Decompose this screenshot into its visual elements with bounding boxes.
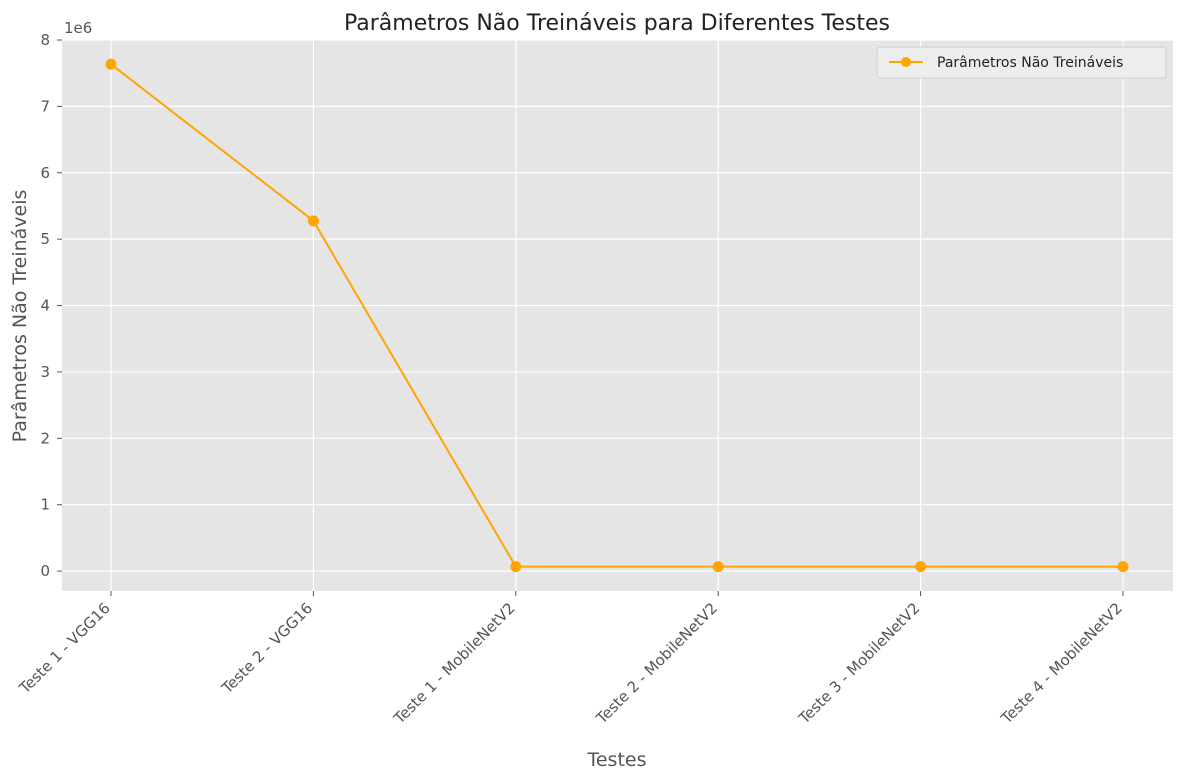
x-tick-label: Teste 4 - MobileNetV2 bbox=[997, 599, 1126, 728]
y-tick-label: 7 bbox=[40, 97, 50, 115]
x-tick-label: Teste 1 - VGG16 bbox=[15, 599, 114, 698]
data-point bbox=[307, 215, 319, 227]
legend-label: Parâmetros Não Treináveis bbox=[937, 55, 1123, 71]
data-point bbox=[915, 561, 927, 573]
data-point bbox=[510, 561, 522, 573]
data-point bbox=[712, 561, 724, 573]
legend-marker-swatch bbox=[901, 57, 911, 67]
x-tick-label: Teste 1 - MobileNetV2 bbox=[390, 599, 519, 728]
legend: Parâmetros Não Treináveis bbox=[876, 46, 1167, 79]
y-tick-label: 2 bbox=[40, 429, 50, 447]
legend-box bbox=[876, 46, 1167, 79]
plot-area bbox=[62, 40, 1173, 591]
x-tick-label: Teste 2 - MobileNetV2 bbox=[592, 599, 721, 728]
x-tick-label: Teste 3 - MobileNetV2 bbox=[794, 599, 923, 728]
y-tick-label: 0 bbox=[40, 562, 50, 580]
data-point bbox=[105, 58, 117, 70]
y-tick-label: 3 bbox=[40, 363, 50, 381]
y-axis-title: Parâmetros Não Treináveis bbox=[9, 190, 31, 443]
data-point bbox=[1117, 561, 1129, 573]
chart-title: Parâmetros Não Treináveis para Diferente… bbox=[344, 11, 890, 36]
y-tick-label: 1 bbox=[40, 496, 50, 514]
series-layer bbox=[105, 58, 1129, 573]
y-tick-label: 8 bbox=[40, 31, 50, 49]
y-tick-label: 5 bbox=[40, 230, 50, 248]
y-tick-label: 4 bbox=[40, 297, 50, 315]
x-axis-title: Testes bbox=[586, 749, 646, 771]
y-tick-label: 6 bbox=[40, 164, 50, 182]
x-tick-label: Teste 2 - VGG16 bbox=[217, 599, 316, 698]
y-offset-label: 1e6 bbox=[64, 19, 92, 37]
series-line bbox=[110, 63, 1123, 568]
grid-lines bbox=[62, 39, 1173, 591]
